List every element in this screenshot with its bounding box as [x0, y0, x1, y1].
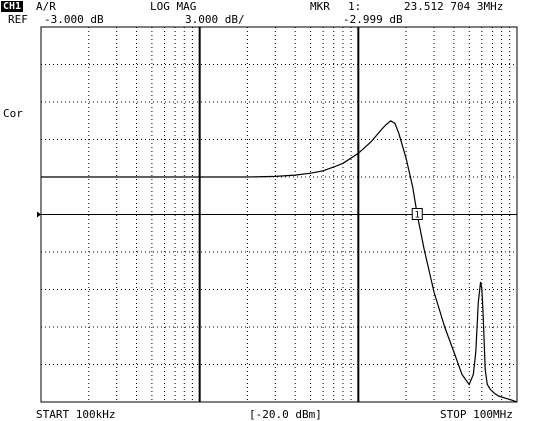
- marker-1-box: [411, 207, 423, 220]
- measurement-label[interactable]: A/R: [36, 0, 56, 13]
- marker-frequency: 23.512 704 3MHz: [404, 0, 504, 13]
- correction-indicator: Cor: [3, 107, 23, 120]
- trace-line: [41, 120, 518, 403]
- channel-badge[interactable]: CH1: [1, 1, 24, 12]
- marker-label[interactable]: MKR: [310, 0, 330, 13]
- marker-value: -2.999 dB: [343, 13, 403, 26]
- start-frequency[interactable]: START 100kHz: [36, 408, 116, 421]
- marker-1-label: 1: [415, 210, 420, 220]
- reference-arrow: [37, 211, 41, 218]
- trace-layer: [41, 120, 518, 403]
- ref-value[interactable]: -3.000 dB: [44, 13, 104, 26]
- stop-frequency[interactable]: STOP 100MHz: [440, 408, 513, 421]
- marker-layer: 1: [411, 207, 423, 220]
- source-power[interactable]: [-20.0 dBm]: [249, 408, 322, 421]
- format-label[interactable]: LOG MAG: [150, 0, 197, 13]
- plot-grid: [37, 26, 518, 403]
- scale-value[interactable]: 3.000 dB/: [185, 13, 245, 26]
- ref-label: REF: [8, 13, 28, 26]
- marker-index: 1:: [348, 0, 362, 13]
